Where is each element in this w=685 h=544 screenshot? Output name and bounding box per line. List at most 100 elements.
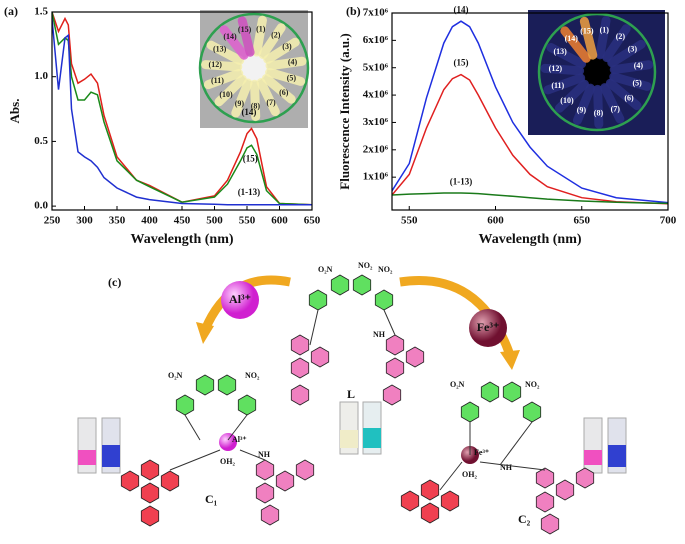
inset-vial — [231, 78, 253, 118]
ring — [260, 504, 280, 526]
x-tick-label: 550 — [401, 215, 418, 227]
complex-label: C₁ — [205, 492, 218, 506]
inset-label: (12) — [209, 60, 223, 69]
x-tick-label: 650 — [574, 215, 591, 227]
y-tick-label: 0.0 — [34, 200, 48, 212]
inset-label: (3) — [628, 45, 638, 54]
inset-vial — [250, 79, 261, 122]
inset-vial — [258, 23, 286, 60]
arrow-head — [196, 322, 214, 344]
inset-vial — [263, 37, 300, 64]
ring — [400, 490, 420, 512]
ring — [535, 491, 555, 513]
series-label: (15) — [454, 58, 469, 68]
complex-label: C₂ — [518, 512, 531, 526]
inset-label: (7) — [266, 98, 276, 107]
group-label: NH — [258, 450, 271, 459]
ring — [575, 467, 595, 489]
y-tick-label: 1.5 — [34, 6, 48, 18]
inset-label: (10) — [219, 90, 233, 99]
y-tick-label: 5x10⁶ — [363, 61, 389, 73]
bond — [239, 449, 266, 461]
bond — [309, 309, 319, 346]
bond — [227, 414, 248, 441]
y-tick-label: 7x10⁶ — [363, 7, 389, 19]
panel-label: (a) — [4, 4, 18, 18]
inset-core — [582, 57, 612, 87]
ring — [382, 384, 402, 406]
vial-liquid — [608, 445, 626, 467]
data-line — [392, 20, 668, 204]
inset-label: (13) — [553, 47, 567, 56]
group-label: O₂N — [168, 371, 183, 380]
ring — [522, 401, 542, 423]
panel-label: (c) — [108, 275, 121, 289]
group-label: NO₂ — [525, 380, 540, 389]
inset-label: (4) — [288, 57, 298, 66]
inset-vial — [602, 24, 631, 63]
y-tick-label: 6x10⁶ — [363, 34, 389, 46]
water-label: OH₂ — [220, 457, 235, 466]
vial-liquid — [102, 445, 120, 467]
group-label: NO₂ — [358, 261, 373, 270]
inset-vial — [572, 83, 595, 125]
bond — [383, 309, 396, 336]
inset-vial — [579, 16, 598, 60]
inset-label: (7) — [611, 104, 621, 113]
inset-wheel — [198, 12, 310, 124]
ring — [160, 470, 180, 492]
ring — [374, 289, 394, 311]
inset-core — [240, 54, 268, 82]
series-label: (1-13) — [450, 177, 473, 187]
ring — [308, 289, 328, 311]
inset-vial — [203, 69, 244, 90]
ion-label: Fe³⁺ — [474, 448, 489, 457]
ring — [290, 334, 310, 356]
series-label: (15) — [243, 154, 258, 164]
group-label: O₂N — [318, 265, 333, 274]
inset-label: (15) — [238, 25, 252, 34]
inset-vial — [265, 67, 306, 86]
inset-label: (6) — [624, 94, 634, 103]
ring — [310, 346, 330, 368]
x-tick-label: 450 — [174, 215, 191, 227]
y-tick-label: 1x10⁶ — [363, 171, 389, 183]
ligand-label: L — [347, 387, 355, 401]
ion-label: Al³⁺ — [229, 292, 251, 306]
data-line — [392, 192, 668, 205]
y-axis-label: Abs. — [7, 99, 22, 124]
inset-vial — [256, 78, 280, 117]
ring — [140, 505, 160, 527]
ring — [440, 490, 460, 512]
group-label: NH — [373, 330, 386, 339]
series-label: (14) — [454, 4, 469, 14]
inset-vial — [595, 16, 611, 60]
inset-vial — [543, 73, 586, 95]
y-tick-label: 3x10⁶ — [363, 116, 389, 128]
inset-label: (3) — [282, 42, 292, 51]
ring — [275, 470, 295, 492]
inset-label: (15) — [580, 26, 594, 35]
inset-vial — [237, 16, 255, 57]
x-axis-label: Wavelength (nm) — [478, 232, 581, 247]
ring — [255, 459, 275, 481]
inset-label: (5) — [287, 74, 297, 83]
ring — [140, 459, 160, 481]
ring — [420, 502, 440, 524]
inset-label: (8) — [251, 102, 261, 111]
data-line — [52, 18, 312, 206]
y-tick-label: 2x10⁶ — [363, 143, 389, 155]
inset-vial — [560, 26, 591, 63]
inset-label: (11) — [211, 76, 224, 85]
inset-label: (5) — [632, 78, 642, 87]
ring — [540, 513, 560, 535]
ring — [405, 346, 425, 368]
bond — [184, 414, 201, 441]
inset-label: (2) — [271, 31, 281, 40]
x-tick-label: 400 — [141, 215, 158, 227]
vial-liquid — [78, 450, 96, 465]
x-tick-label: 350 — [109, 215, 126, 227]
inset-vial — [593, 84, 604, 129]
ring — [480, 381, 500, 403]
